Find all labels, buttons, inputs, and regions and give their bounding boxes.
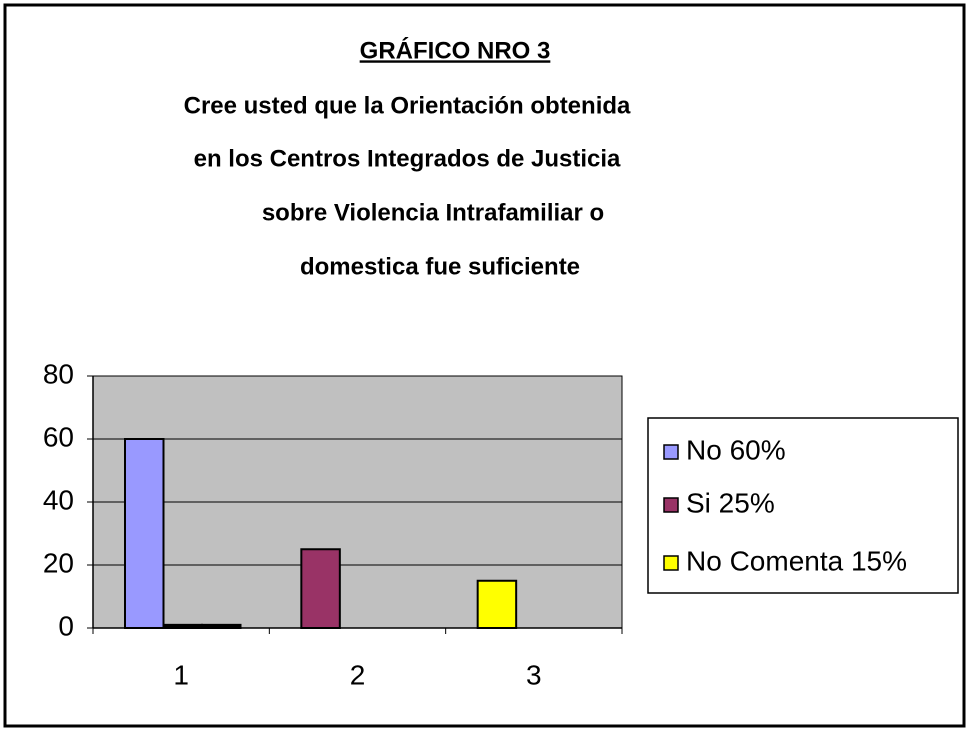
x-tick-label: 3 [526,659,542,690]
legend-label: Si 25% [686,487,775,518]
legend-label: No 60% [686,434,786,465]
y-tick-label: 80 [43,358,74,389]
y-tick-label: 0 [58,610,74,641]
y-tick-label: 60 [43,421,74,452]
x-tick-label: 1 [173,659,189,690]
bar [201,623,242,629]
legend [647,417,959,594]
bar [476,579,518,629]
y-tick-label: 20 [43,547,74,578]
bar [162,623,203,629]
y-tick-label: 40 [43,484,74,515]
bar [300,548,341,629]
legend-label: No Comenta 15% [686,545,907,576]
subtitle-line: sobre Violencia Intrafamiliar o [262,199,604,226]
legend-swatch [663,444,679,460]
chart-title: GRÁFICO NRO 3 [360,36,551,64]
subtitle-line: domestica fue suficiente [300,253,580,280]
subtitle-line: en los Centros Integrados de Justicia [194,145,621,172]
legend-swatch [663,497,679,513]
legend-swatch [663,555,679,571]
bar [124,438,165,629]
subtitle-line: Cree usted que la Orientación obtenida [184,92,631,119]
x-tick-label: 2 [350,659,366,690]
